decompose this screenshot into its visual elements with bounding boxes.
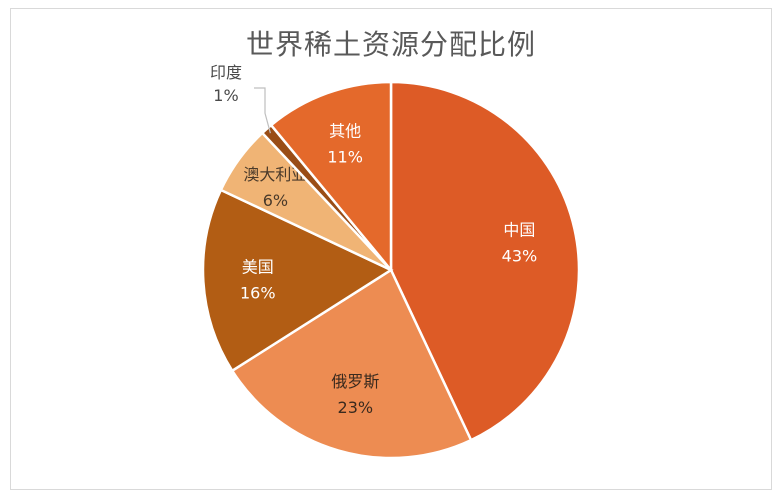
leader-line-4 <box>254 87 271 134</box>
slice-value-4: 1% <box>213 86 238 105</box>
slice-label-1: 俄罗斯 <box>331 372 379 391</box>
slice-label-5: 其他 <box>329 122 361 141</box>
slice-value-0: 43% <box>502 246 538 265</box>
slice-value-2: 16% <box>240 283 276 302</box>
slice-label-3: 澳大利亚 <box>243 165 307 184</box>
slice-value-3: 6% <box>263 191 288 210</box>
pie-slice-1 <box>230 268 473 460</box>
slice-label-2: 美国 <box>242 257 274 276</box>
slice-value-5: 11% <box>327 148 363 167</box>
slice-label-0: 中国 <box>503 220 535 239</box>
pie-slice-2 <box>201 188 394 373</box>
pie-slice-0 <box>389 80 581 442</box>
slice-label-4: 印度 <box>210 63 242 82</box>
slice-value-1: 23% <box>338 398 374 417</box>
pie-slice-5 <box>269 80 393 274</box>
chart-title: 世界稀土资源分配比例 <box>245 28 536 61</box>
